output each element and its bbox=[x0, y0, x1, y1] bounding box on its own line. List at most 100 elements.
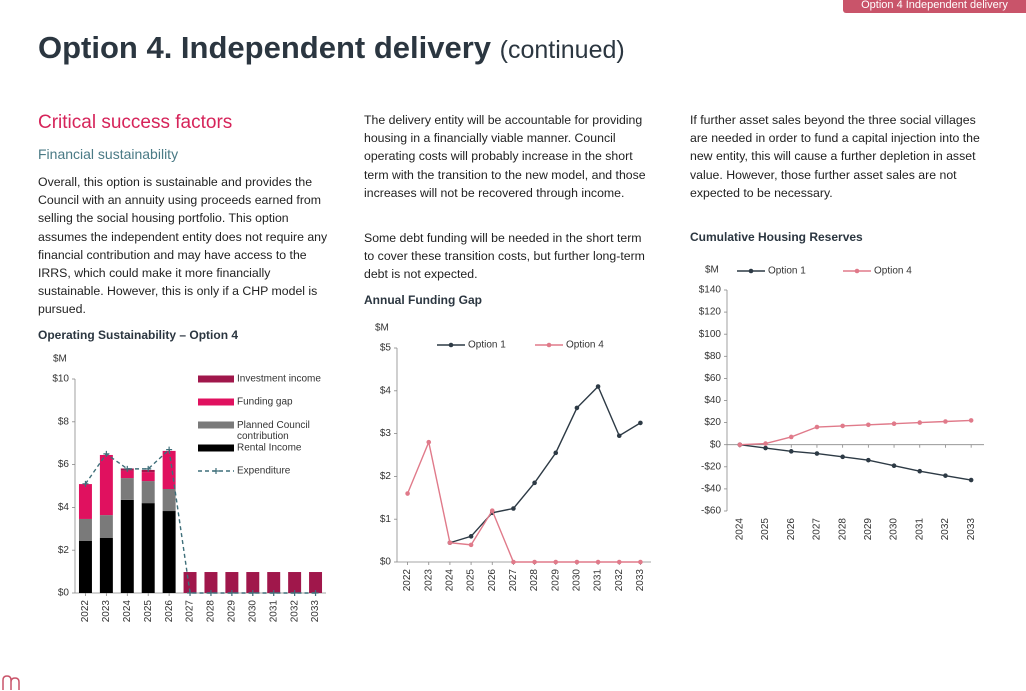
marker bbox=[737, 442, 743, 447]
bar-segment bbox=[120, 478, 134, 500]
bar-segment bbox=[162, 450, 176, 489]
marker bbox=[291, 590, 298, 596]
y-tick-label: $1 bbox=[380, 514, 392, 525]
x-tick-label: 2030 bbox=[247, 600, 258, 623]
x-tick-label: 2029 bbox=[227, 600, 238, 623]
x-tick-label: 2022 bbox=[402, 569, 413, 592]
x-tick-label: 2032 bbox=[614, 569, 625, 592]
y-tick-label: $5 bbox=[380, 343, 392, 354]
marker bbox=[312, 590, 319, 596]
marker bbox=[968, 477, 974, 483]
chart: $M $0 $1 $2 $3 $4 $5 2022 2023 2024 2025 2026 2027 20… bbox=[375, 323, 651, 592]
marker bbox=[187, 590, 194, 596]
x-tick-label: 2024 bbox=[122, 600, 133, 623]
marker bbox=[595, 559, 601, 565]
bar-segment bbox=[246, 572, 260, 593]
x-tick-label: 2027 bbox=[812, 518, 823, 541]
x-tick-label: 2028 bbox=[529, 569, 540, 592]
marker bbox=[814, 424, 820, 430]
legend-marker bbox=[213, 468, 219, 474]
section-subheading: Financial sustainability bbox=[38, 146, 179, 162]
bar-segment bbox=[120, 470, 134, 479]
x-tick-label: 2031 bbox=[268, 600, 279, 623]
chart: $M $0 $2 $4 $6 $8 $10 2022 2023 2024 2025 2026 2027 2… bbox=[52, 354, 326, 623]
bar-segment bbox=[162, 488, 176, 512]
x-tick-label: 2026 bbox=[487, 569, 498, 592]
y-tick-label: $120 bbox=[699, 307, 722, 318]
marker bbox=[103, 450, 110, 457]
x-tick-label: 2028 bbox=[837, 518, 848, 541]
x-tick-label: 2024 bbox=[445, 569, 456, 592]
x-tick-label: 2032 bbox=[940, 518, 951, 541]
marker bbox=[511, 559, 516, 565]
legend-label: Option 1 bbox=[468, 340, 506, 351]
x-tick-label: 2031 bbox=[914, 518, 925, 541]
title-main: Option 4. Independent delivery bbox=[38, 30, 492, 65]
bar-segment bbox=[204, 572, 218, 593]
legend-swatch bbox=[198, 375, 234, 383]
bar-segment bbox=[309, 572, 323, 593]
y-tick-label: $3 bbox=[380, 428, 392, 439]
paragraph: Some debt funding will be needed in the … bbox=[364, 231, 645, 282]
x-tick-label: 2031 bbox=[593, 569, 604, 592]
x-tick-label: 2029 bbox=[863, 518, 874, 541]
marker bbox=[891, 421, 897, 427]
marker bbox=[207, 590, 214, 596]
legend-label: Planned Council contribution bbox=[237, 420, 310, 442]
marker bbox=[788, 434, 794, 440]
marker bbox=[228, 590, 235, 596]
legend-marker bbox=[546, 342, 552, 348]
y-tick-label: $60 bbox=[704, 373, 721, 384]
x-tick-label: 2023 bbox=[101, 600, 112, 623]
bar-segment bbox=[99, 515, 113, 539]
y-tick-label: -$40 bbox=[701, 484, 721, 495]
y-tick-label: $2 bbox=[380, 471, 392, 482]
bar-segment bbox=[141, 472, 155, 482]
section-heading: Critical success factors bbox=[38, 112, 233, 133]
marker bbox=[638, 420, 643, 426]
marker bbox=[468, 542, 474, 548]
legend-marker bbox=[448, 342, 454, 348]
y-tick-label: $40 bbox=[704, 395, 721, 406]
marker bbox=[124, 465, 131, 472]
line bbox=[406, 439, 641, 563]
line bbox=[449, 385, 641, 544]
x-tick-label: 2025 bbox=[466, 569, 477, 592]
line bbox=[739, 444, 972, 481]
x-tick-label: 2033 bbox=[966, 518, 977, 541]
marker bbox=[270, 590, 277, 596]
x-tick-label: 2028 bbox=[206, 600, 217, 623]
y-tick-label: $0 bbox=[380, 557, 392, 568]
y-tick-label: $0 bbox=[710, 439, 722, 450]
marker bbox=[788, 449, 794, 454]
bar-segment bbox=[183, 572, 197, 593]
section-tag: Option 4 Independent delivery bbox=[843, 0, 1026, 13]
legend-label: Expenditure bbox=[237, 466, 291, 477]
bar-segment bbox=[225, 572, 239, 593]
marker bbox=[511, 506, 516, 511]
bar-segment bbox=[99, 454, 113, 516]
x-tick-label: 2030 bbox=[572, 569, 583, 592]
marker bbox=[574, 559, 580, 565]
paragraph: The delivery entity will be accountable … bbox=[364, 113, 646, 200]
y-tick-label: $80 bbox=[704, 351, 721, 362]
legend-label: Investment income bbox=[237, 374, 321, 385]
line bbox=[84, 448, 316, 594]
marker bbox=[553, 450, 559, 456]
bar-segment bbox=[162, 511, 176, 593]
legend-label: Option 1 bbox=[768, 266, 806, 277]
marker bbox=[943, 473, 948, 478]
x-tick-label: 2032 bbox=[289, 600, 300, 623]
logo bbox=[2, 675, 20, 690]
marker bbox=[616, 433, 622, 439]
marker bbox=[574, 405, 580, 411]
y-tick-label: $10 bbox=[52, 374, 69, 385]
y-tick-label: $140 bbox=[699, 285, 722, 296]
marker bbox=[763, 445, 768, 451]
y-tick-label: $0 bbox=[58, 588, 70, 599]
y-tick-label: $2 bbox=[58, 545, 70, 556]
marker bbox=[866, 422, 871, 428]
page-title: Option 4. Independent delivery (continue… bbox=[38, 30, 625, 66]
bar-segment bbox=[267, 572, 281, 593]
